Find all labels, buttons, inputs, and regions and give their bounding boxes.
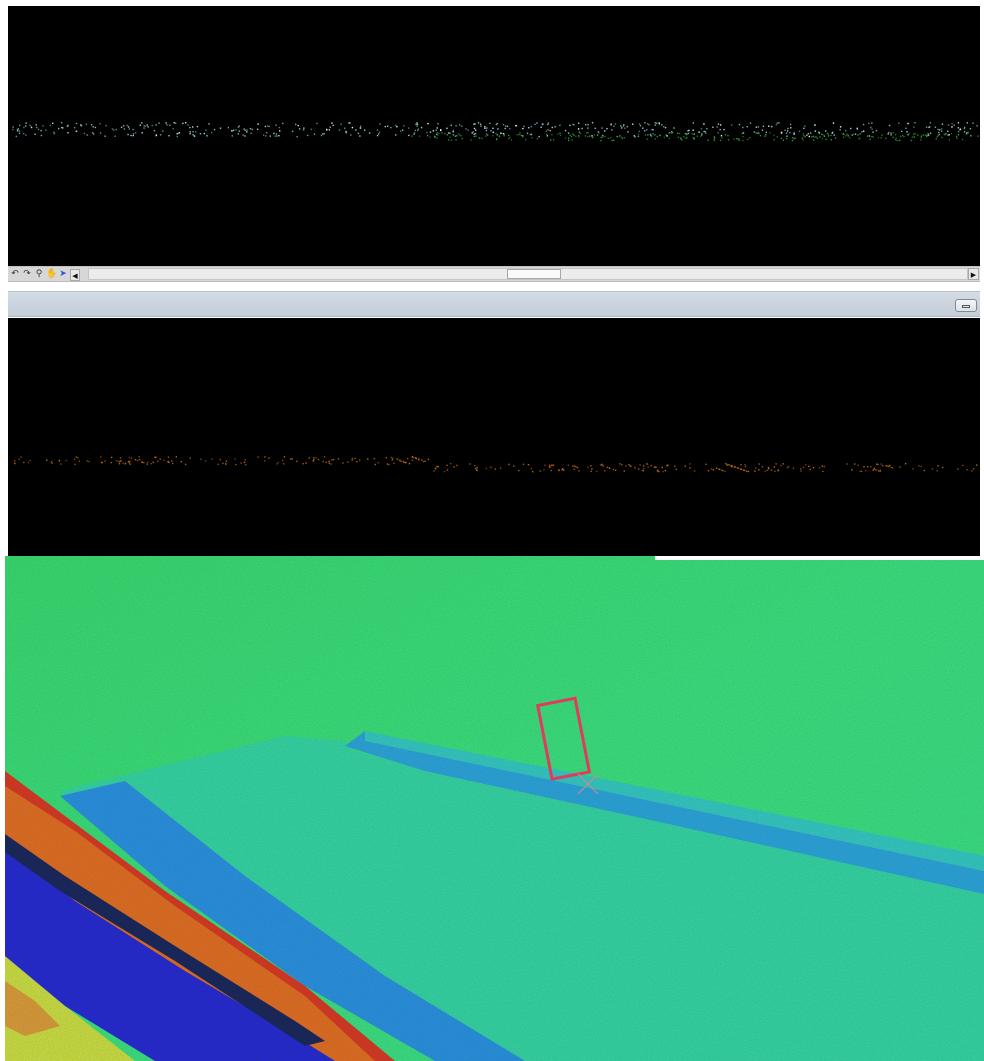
scroll-left-button[interactable]: ◀ <box>70 268 80 281</box>
elevation-surface <box>5 556 984 1061</box>
profile-navigation-bar: ↶ ↷ ⚲ ✋ ➤ ◀ ▶ <box>8 266 980 282</box>
cursor-crosshair-icon <box>577 773 599 795</box>
second-point-cloud <box>14 456 978 473</box>
pane-splitter[interactable] <box>8 283 980 291</box>
scrollbar-thumb[interactable] <box>507 269 561 279</box>
terrain-map-view[interactable] <box>5 556 984 1061</box>
scroll-right-button[interactable]: ▶ <box>968 268 979 280</box>
undo-icon[interactable]: ↶ <box>11 269 19 279</box>
profile-point-cloud <box>12 122 979 142</box>
navigation-tools: ↶ ↷ ⚲ ✋ ➤ ◀ <box>10 268 80 281</box>
profile-view[interactable] <box>8 6 980 266</box>
map-top-edge <box>655 556 984 560</box>
redo-icon[interactable]: ↷ <box>23 269 31 279</box>
second-pane-header <box>8 291 980 317</box>
pan-icon[interactable]: ✋ <box>46 269 58 279</box>
upper-profile-points <box>12 122 979 142</box>
select-icon[interactable]: ➤ <box>59 269 67 279</box>
terrain-texture <box>5 556 984 1061</box>
selection-box[interactable] <box>535 696 592 781</box>
restore-icon <box>962 305 970 308</box>
second-profile-points <box>14 456 978 473</box>
second-profile-view[interactable] <box>8 318 980 556</box>
zoom-icon[interactable]: ⚲ <box>35 269 43 279</box>
horizontal-scrollbar[interactable] <box>88 268 968 280</box>
restore-window-button[interactable] <box>955 299 977 312</box>
